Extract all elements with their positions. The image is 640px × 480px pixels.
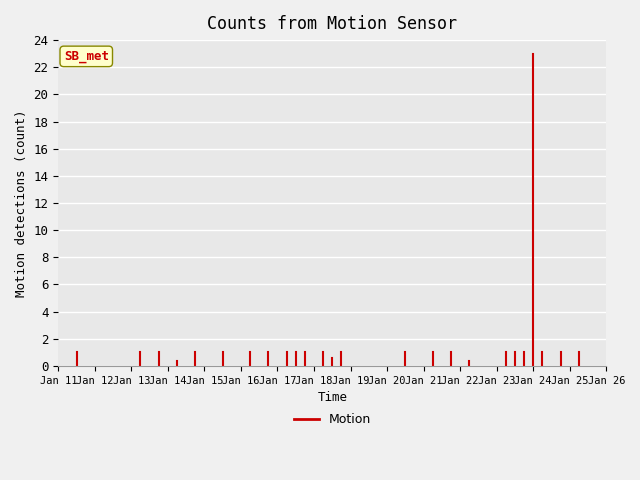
Y-axis label: Motion detections (count): Motion detections (count)	[15, 109, 28, 297]
Title: Counts from Motion Sensor: Counts from Motion Sensor	[207, 15, 457, 33]
X-axis label: Time: Time	[317, 391, 348, 404]
Legend: Motion: Motion	[289, 408, 376, 432]
Text: SB_met: SB_met	[64, 50, 109, 63]
